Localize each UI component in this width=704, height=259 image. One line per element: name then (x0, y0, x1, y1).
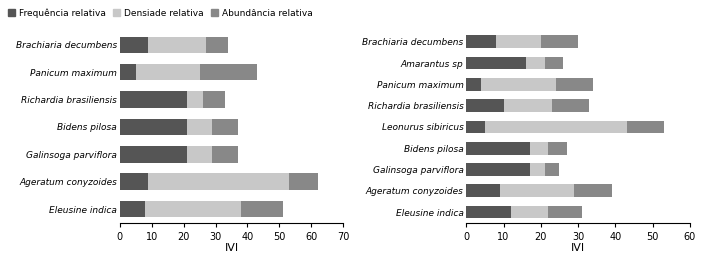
Bar (466, 142, 529, 155)
Bar (120, 91, 187, 108)
Bar (206, 37, 228, 53)
Bar (187, 119, 213, 135)
Bar (120, 64, 136, 80)
Bar (466, 120, 485, 133)
Bar (145, 201, 241, 217)
Bar (500, 184, 574, 197)
Bar (149, 174, 289, 190)
Bar (545, 163, 560, 176)
Bar (213, 146, 238, 162)
Bar (511, 206, 548, 219)
Bar (241, 201, 282, 217)
Bar (545, 57, 563, 69)
Bar (529, 163, 545, 176)
Bar (120, 201, 145, 217)
Bar (541, 35, 578, 48)
Bar (526, 57, 545, 69)
Bar (466, 57, 526, 69)
Bar (199, 64, 257, 80)
Bar (187, 146, 213, 162)
Legend: Frequência relativa, Densiade relativa, Abundância relativa: Frequência relativa, Densiade relativa, … (4, 4, 316, 21)
Bar (120, 174, 149, 190)
Bar (120, 146, 187, 162)
Bar (203, 91, 225, 108)
Bar (466, 78, 482, 91)
Bar (548, 142, 567, 155)
X-axis label: IVI: IVI (571, 243, 585, 253)
Bar (213, 119, 238, 135)
Bar (149, 37, 206, 53)
Bar (485, 120, 627, 133)
Bar (289, 174, 318, 190)
Bar (574, 184, 612, 197)
Bar (466, 35, 496, 48)
Bar (555, 78, 593, 91)
Bar (548, 206, 582, 219)
Bar (466, 163, 529, 176)
Bar (136, 64, 199, 80)
Bar (482, 78, 555, 91)
Bar (529, 142, 548, 155)
Bar (496, 35, 541, 48)
Bar (627, 120, 664, 133)
Bar (466, 206, 511, 219)
Bar (120, 119, 187, 135)
Bar (503, 99, 552, 112)
Bar (466, 184, 500, 197)
X-axis label: IVI: IVI (225, 243, 239, 253)
Bar (187, 91, 203, 108)
Bar (552, 99, 589, 112)
Bar (120, 37, 149, 53)
Bar (466, 99, 503, 112)
